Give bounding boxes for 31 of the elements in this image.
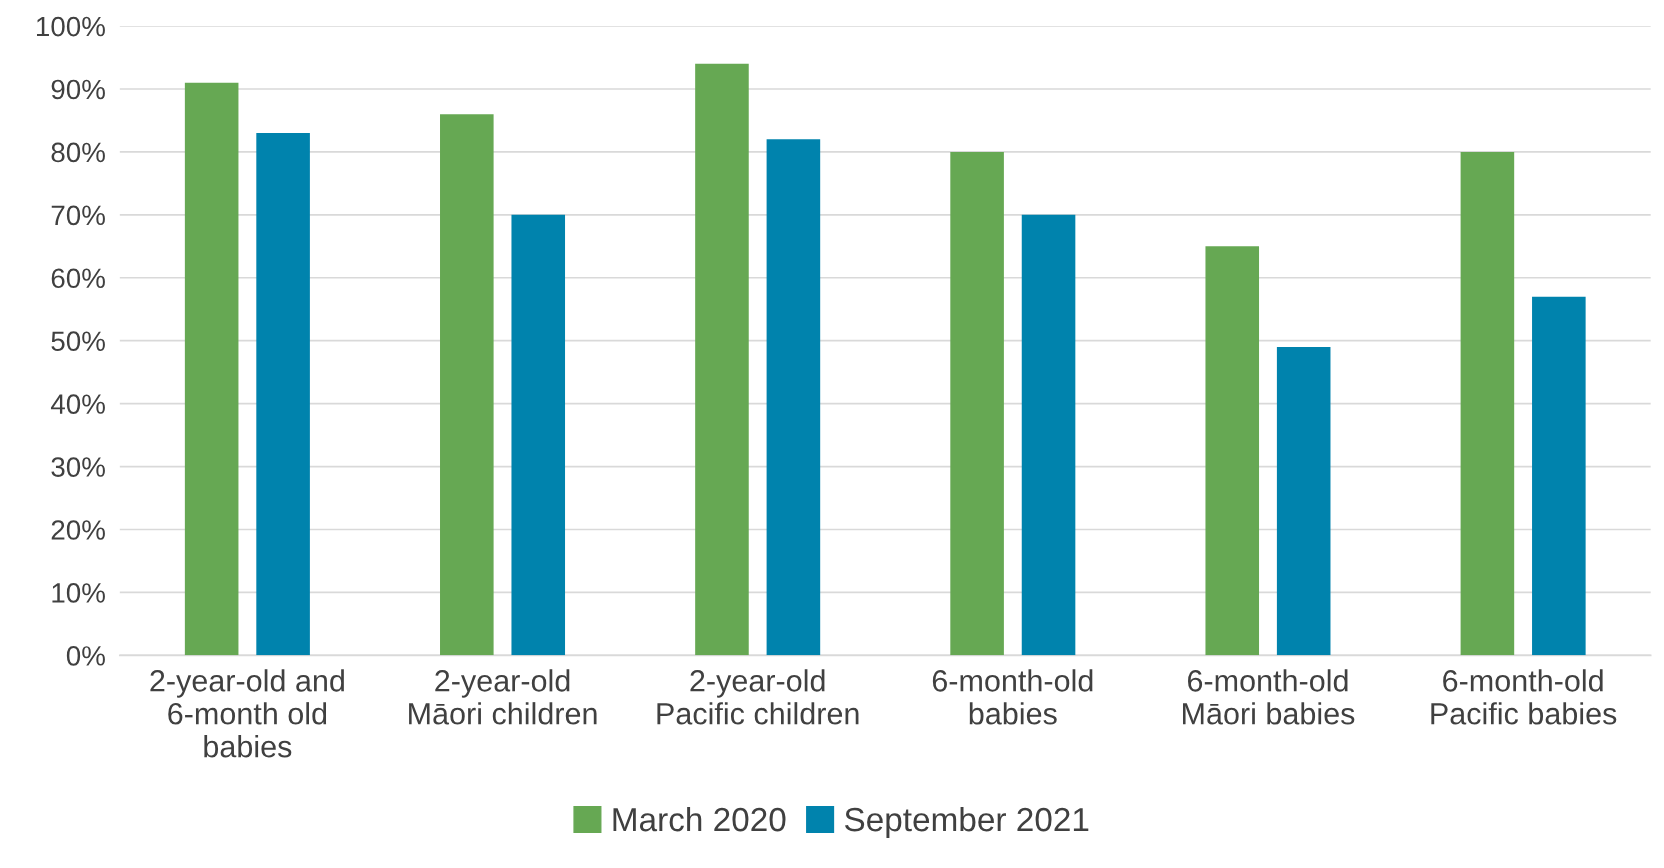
y-tick-label: 70%	[51, 205, 105, 226]
y-tick-label: 60%	[51, 268, 105, 289]
bar	[950, 151, 1004, 656]
bar	[1205, 246, 1260, 656]
bar	[695, 63, 749, 656]
bar	[511, 214, 566, 656]
y-tick-label: 10%	[52, 583, 105, 603]
y-tick-label: 80%	[51, 142, 105, 163]
bar	[184, 82, 239, 656]
x-tick-label: 6-month-old Māori babies	[1183, 669, 1355, 725]
legend-label: March 2020	[613, 806, 786, 832]
bar	[1021, 214, 1076, 656]
bar	[440, 114, 494, 656]
bar	[1532, 296, 1586, 656]
x-tick-label: 2-year-old and 6-month old babies	[150, 669, 344, 758]
legend-label: September 2021	[844, 806, 1089, 838]
y-tick-label: 30%	[51, 457, 105, 477]
y-tick-label: 90%	[51, 79, 105, 100]
y-tick-label: 50%	[51, 331, 105, 352]
x-tick-label: 2-year-old Pacific children	[657, 669, 859, 725]
y-tick-label: 40%	[50, 394, 105, 414]
bar	[256, 133, 310, 656]
bar	[1460, 151, 1515, 656]
bar	[766, 139, 821, 656]
x-tick-label: 6-month-old Pacific babies	[1431, 669, 1617, 725]
y-tick-label: 0%	[66, 646, 105, 666]
y-tick-label: 100%	[37, 16, 105, 37]
bar	[1276, 346, 1331, 656]
y-tick-label: 20%	[51, 520, 105, 540]
x-tick-label: 6-month-old babies	[932, 669, 1093, 725]
x-tick-label: 2-year-old Māori children	[409, 669, 597, 725]
